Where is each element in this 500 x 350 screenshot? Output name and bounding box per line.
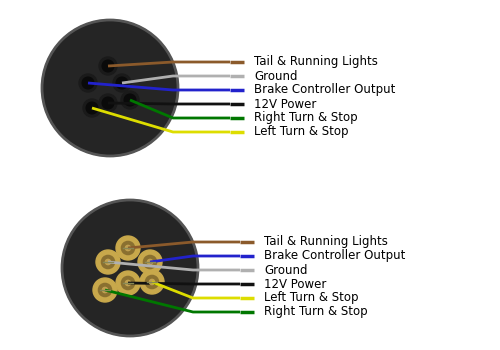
Circle shape	[144, 256, 156, 268]
Circle shape	[122, 241, 134, 254]
Circle shape	[126, 245, 130, 251]
Circle shape	[102, 60, 114, 72]
Circle shape	[116, 236, 140, 260]
Text: Brake Controller Output: Brake Controller Output	[264, 250, 406, 262]
Circle shape	[116, 77, 128, 89]
Text: Right Turn & Stop: Right Turn & Stop	[254, 112, 358, 125]
Circle shape	[96, 250, 120, 274]
Text: Tail & Running Lights: Tail & Running Lights	[254, 56, 378, 69]
Circle shape	[98, 284, 112, 296]
Text: 12V Power: 12V Power	[254, 98, 316, 111]
Circle shape	[140, 270, 164, 294]
Circle shape	[102, 287, 108, 293]
Circle shape	[116, 271, 140, 295]
Text: Left Turn & Stop: Left Turn & Stop	[264, 292, 358, 304]
Circle shape	[83, 99, 101, 117]
Circle shape	[138, 250, 162, 274]
Circle shape	[93, 278, 117, 302]
Circle shape	[86, 102, 98, 114]
Text: 12V Power: 12V Power	[264, 278, 326, 290]
Text: Left Turn & Stop: Left Turn & Stop	[254, 126, 348, 139]
Circle shape	[106, 259, 110, 265]
Circle shape	[62, 200, 198, 336]
Circle shape	[99, 94, 117, 112]
Text: Right Turn & Stop: Right Turn & Stop	[264, 306, 368, 318]
Circle shape	[113, 74, 131, 92]
Text: Ground: Ground	[264, 264, 308, 276]
Circle shape	[146, 275, 158, 289]
Text: Ground: Ground	[254, 70, 298, 83]
Circle shape	[99, 57, 117, 75]
Circle shape	[122, 276, 134, 289]
Circle shape	[121, 91, 139, 109]
Circle shape	[82, 77, 94, 89]
Circle shape	[102, 256, 114, 268]
Circle shape	[102, 97, 114, 109]
Circle shape	[124, 94, 136, 106]
Circle shape	[148, 259, 152, 265]
Text: Tail & Running Lights: Tail & Running Lights	[264, 236, 388, 248]
Circle shape	[126, 280, 130, 286]
Circle shape	[42, 20, 178, 156]
Circle shape	[79, 74, 97, 92]
Text: Brake Controller Output: Brake Controller Output	[254, 84, 396, 97]
Circle shape	[150, 279, 154, 285]
